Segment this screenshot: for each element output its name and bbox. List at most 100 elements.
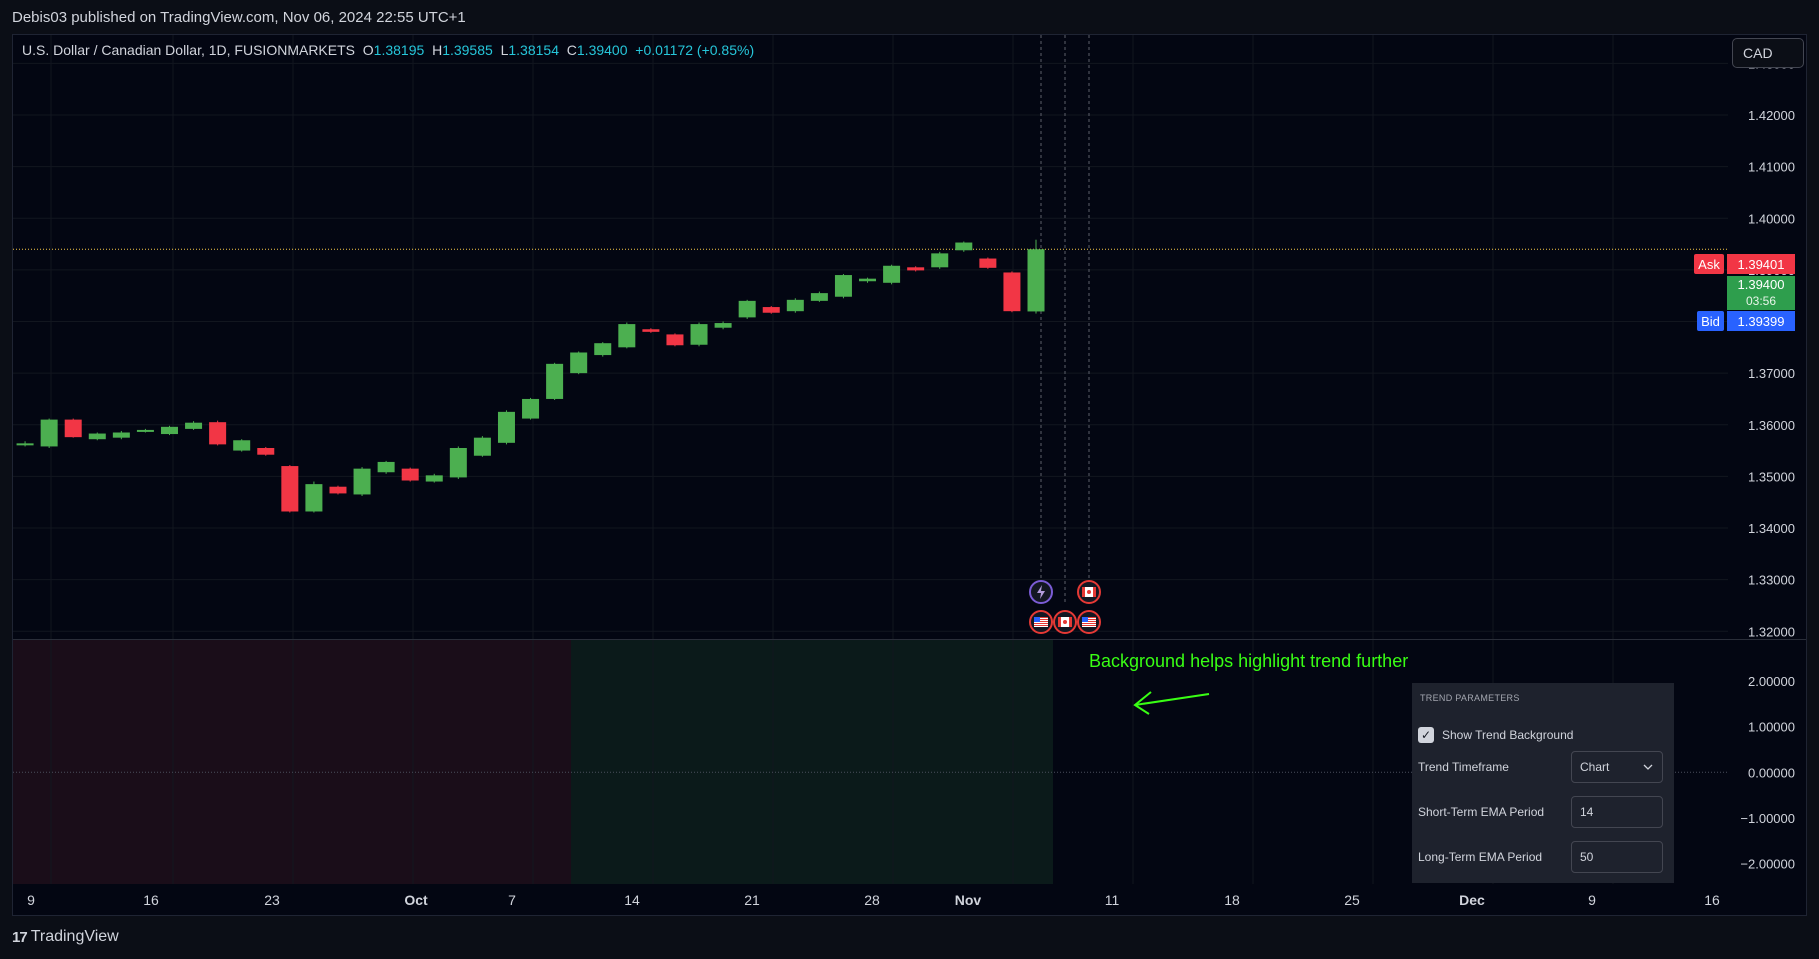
bar-countdown: 03:56 bbox=[1745, 294, 1777, 308]
close-label: C bbox=[566, 42, 577, 58]
candle bbox=[522, 398, 540, 419]
show-trend-background-row[interactable]: ✓ Show Trend Background bbox=[1418, 727, 1658, 743]
long-ema-label: Long-Term EMA Period bbox=[1418, 850, 1543, 864]
candle bbox=[209, 422, 227, 445]
price-axis-tick: 1.41000 bbox=[1748, 160, 1795, 175]
currency-button[interactable]: CAD bbox=[1732, 38, 1804, 68]
indicator-axis-tick: −1.00000 bbox=[1740, 811, 1795, 826]
short-ema-input[interactable]: 14 bbox=[1571, 796, 1663, 828]
flag-stripe bbox=[1034, 619, 1048, 620]
high-value: 1.39585 bbox=[442, 42, 493, 58]
candle bbox=[497, 411, 515, 443]
candle bbox=[859, 278, 877, 282]
price-axis-tick: 1.34000 bbox=[1748, 521, 1795, 536]
close-value: 1.39400 bbox=[576, 42, 628, 58]
indicator-axis-tick: −2.00000 bbox=[1740, 856, 1795, 871]
price-axis-tick: 1.42000 bbox=[1748, 108, 1795, 123]
maple-leaf bbox=[1063, 620, 1067, 624]
flag-stripe bbox=[1082, 617, 1096, 618]
candle bbox=[329, 486, 347, 494]
flag-canton bbox=[1034, 617, 1040, 622]
candle bbox=[401, 468, 419, 481]
indicator-axis-tick: 2.00000 bbox=[1748, 674, 1795, 689]
long-ema-input[interactable]: 50 bbox=[1571, 841, 1663, 873]
show-background-label: Show Trend Background bbox=[1442, 728, 1574, 742]
candle bbox=[883, 265, 901, 283]
high-label: H bbox=[432, 42, 443, 58]
trend-timeframe-row: Trend Timeframe Chart bbox=[1418, 751, 1663, 783]
arrow-shaft bbox=[1134, 693, 1210, 706]
publisher-bar: Debis03 published on TradingView.com, No… bbox=[0, 0, 1819, 34]
candle bbox=[425, 475, 443, 482]
flag-stripe bbox=[1034, 621, 1048, 622]
time-axis-tick: Nov bbox=[955, 892, 982, 908]
last-price-value: 1.39400 bbox=[1737, 277, 1785, 292]
candle bbox=[40, 419, 58, 447]
flag-stripe bbox=[1082, 619, 1096, 620]
time-axis-tick: 16 bbox=[1704, 892, 1720, 908]
candle bbox=[834, 275, 852, 297]
candle bbox=[160, 426, 178, 435]
price-axis-tick: 1.32000 bbox=[1748, 624, 1795, 639]
low-value: 1.38154 bbox=[508, 42, 559, 58]
long-ema-row: Long-Term EMA Period 50 bbox=[1418, 841, 1663, 873]
candle bbox=[185, 422, 203, 429]
candle bbox=[642, 329, 660, 332]
time-axis-tick: 14 bbox=[624, 892, 640, 908]
candle bbox=[762, 307, 780, 313]
publisher-text: Debis03 published on TradingView.com, No… bbox=[12, 8, 466, 26]
candle bbox=[907, 267, 925, 271]
candle bbox=[64, 419, 82, 438]
timeframe-select[interactable]: Chart bbox=[1571, 751, 1663, 783]
candle bbox=[233, 440, 251, 451]
open-value: 1.38195 bbox=[373, 42, 425, 58]
candle bbox=[955, 242, 973, 251]
open-label: O bbox=[362, 42, 374, 58]
flag-stripe bbox=[1034, 625, 1048, 626]
candle bbox=[594, 343, 612, 356]
candle bbox=[546, 363, 564, 399]
panel-title: TREND PARAMETERS bbox=[1420, 693, 1520, 703]
ask-label: Ask bbox=[1694, 254, 1724, 274]
footer: 17 TradingView bbox=[12, 928, 119, 946]
candle bbox=[353, 468, 371, 495]
candle bbox=[473, 437, 491, 456]
flag-stripe bbox=[1034, 623, 1048, 624]
flag-band-right bbox=[1069, 617, 1072, 627]
flag-canton bbox=[1082, 617, 1088, 622]
chevron-down-icon bbox=[1643, 764, 1653, 770]
arrow-head bbox=[1133, 691, 1152, 715]
footer-brand[interactable]: TradingView bbox=[30, 928, 119, 945]
short-ema-row: Short-Term EMA Period 14 bbox=[1418, 796, 1663, 828]
trend-parameters-panel: TREND PARAMETERS ✓ Show Trend Background… bbox=[1412, 683, 1674, 883]
candle bbox=[1003, 272, 1021, 312]
candle bbox=[618, 324, 636, 348]
time-axis-tick: 11 bbox=[1105, 892, 1120, 908]
check-icon[interactable]: ✓ bbox=[1418, 727, 1434, 743]
short-ema-label: Short-Term EMA Period bbox=[1418, 805, 1545, 819]
symbol-name[interactable]: U.S. Dollar / Canadian Dollar, 1D, FUSIO… bbox=[22, 42, 355, 58]
flag-band-left bbox=[1058, 617, 1061, 627]
bid-price-tag: 1.39399 bbox=[1727, 311, 1795, 331]
candle bbox=[738, 300, 756, 318]
annotation-text: Background helps highlight trend further bbox=[1089, 651, 1409, 671]
chart-canvas[interactable]: 1.430001.420001.410001.400001.390001.380… bbox=[13, 35, 1807, 916]
flag-stripe bbox=[1082, 623, 1096, 624]
candle bbox=[16, 443, 34, 446]
candle bbox=[714, 323, 732, 328]
candle bbox=[281, 466, 299, 512]
price-axis-tick: 1.40000 bbox=[1748, 211, 1795, 226]
candle bbox=[136, 429, 154, 432]
chart-area[interactable]: 1.430001.420001.410001.400001.390001.380… bbox=[12, 34, 1807, 916]
trend-zone-bullish bbox=[571, 640, 1053, 884]
candle bbox=[112, 432, 130, 438]
bid-label: Bid bbox=[1697, 311, 1724, 331]
arrow-left-icon bbox=[1133, 691, 1210, 715]
candle bbox=[88, 433, 106, 440]
candle bbox=[449, 447, 467, 478]
trend-zone-bearish bbox=[13, 640, 571, 884]
price-axis-tick: 1.37000 bbox=[1748, 366, 1795, 381]
indicator-axis-tick: 1.00000 bbox=[1748, 720, 1795, 735]
last-price-tag: 1.39400 03:56 bbox=[1727, 276, 1795, 310]
time-axis-tick: 25 bbox=[1344, 892, 1360, 908]
